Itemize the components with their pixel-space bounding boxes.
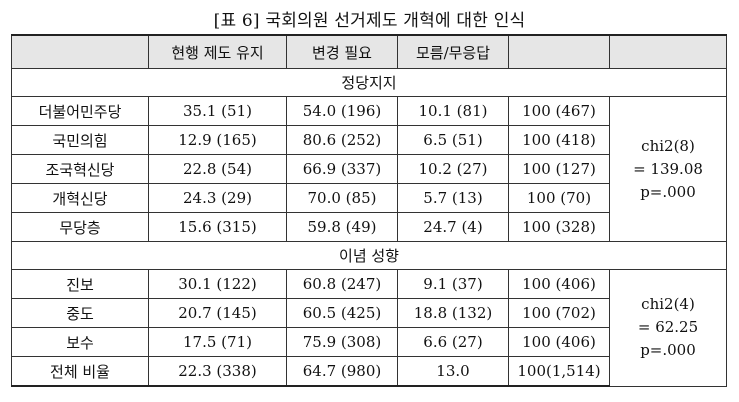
total-row: 전체 비율 22.3 (338) 64.7 (980) 13.0 100(1,5… xyxy=(11,356,727,387)
table-cell: 24.7 (4) xyxy=(397,212,509,242)
header-cell xyxy=(11,34,149,69)
table-cell: 70.0 (85) xyxy=(286,183,398,213)
stat-line: = 62.25 xyxy=(637,318,699,337)
row-label: 진보 xyxy=(11,269,149,299)
header-cell: 변경 필요 xyxy=(286,34,398,69)
table-cell: 60.5 (425) xyxy=(286,298,398,328)
survey-table: 현행 제도 유지 변경 필요 모름/무응답 정당지지 더불어민주당 35.1 (… xyxy=(11,34,727,387)
table-cell: 100 (406) xyxy=(508,327,610,357)
table-cell: 66.9 (337) xyxy=(286,154,398,184)
table-row: 개혁신당 24.3 (29) 70.0 (85) 5.7 (13) 100 (7… xyxy=(11,183,727,213)
table-title: [표 6] 국회의원 선거제도 개혁에 대한 인식 xyxy=(213,11,526,31)
header-cell: 모름/무응답 xyxy=(397,34,509,69)
table-cell: 64.7 (980) xyxy=(286,356,398,387)
table-cell: 80.6 (252) xyxy=(286,125,398,155)
stat-cell: chi2(8) = 139.08 p=.000 xyxy=(609,96,727,242)
table-cell: 22.3 (338) xyxy=(148,356,287,387)
table-row: 진보 30.1 (122) 60.8 (247) 9.1 (37) 100 (4… xyxy=(11,269,727,387)
table-cell: 20.7 (145) xyxy=(148,298,287,328)
header-row: 현행 제도 유지 변경 필요 모름/무응답 xyxy=(11,34,727,69)
row-label: 국민의힘 xyxy=(11,125,149,155)
table-cell: 18.8 (132) xyxy=(397,298,509,328)
table-row: 무당층 15.6 (315) 59.8 (49) 24.7 (4) 100 (3… xyxy=(11,212,727,242)
table-cell: 100 (328) xyxy=(508,212,610,242)
stat-line: chi2(8) xyxy=(641,136,695,155)
row-label: 무당층 xyxy=(11,212,149,242)
header-cell xyxy=(508,34,610,69)
table-cell: 100 (702) xyxy=(508,298,610,328)
table-cell: 59.8 (49) xyxy=(286,212,398,242)
stat-line: = 139.08 xyxy=(633,159,703,178)
stat-cell: chi2(4) = 62.25 p=.000 xyxy=(609,269,727,387)
table-cell: 100 (467) xyxy=(508,96,610,126)
header-cell xyxy=(609,34,727,69)
table-cell: 5.7 (13) xyxy=(397,183,509,213)
table-cell: 100 (406) xyxy=(508,269,610,299)
table-cell: 100 (418) xyxy=(508,125,610,155)
table-cell: 60.8 (247) xyxy=(286,269,398,299)
table-cell: 22.8 (54) xyxy=(148,154,287,184)
table-row: 더불어민주당 35.1 (51) 54.0 (196) 10.1 (81) 10… xyxy=(11,96,727,242)
table-row: 보수 17.5 (71) 75.9 (308) 6.6 (27) 100 (40… xyxy=(11,327,727,357)
table-cell: 6.5 (51) xyxy=(397,125,509,155)
row-label: 개혁신당 xyxy=(11,183,149,213)
row-label: 더불어민주당 xyxy=(11,96,149,126)
stat-line: chi2(4) xyxy=(641,295,695,314)
row-label: 조국혁신당 xyxy=(11,154,149,184)
table-row: 국민의힘 12.9 (165) 80.6 (252) 6.5 (51) 100 … xyxy=(11,125,727,155)
table-row: 조국혁신당 22.8 (54) 66.9 (337) 10.2 (27) 100… xyxy=(11,154,727,184)
row-label: 중도 xyxy=(11,298,149,328)
table-cell: 9.1 (37) xyxy=(397,269,509,299)
group-label: 이념 성향 xyxy=(11,241,727,270)
table-cell: 15.6 (315) xyxy=(148,212,287,242)
table-cell: 100 (70) xyxy=(508,183,610,213)
table-cell: 24.3 (29) xyxy=(148,183,287,213)
table-cell: 6.6 (27) xyxy=(397,327,509,357)
table-cell: 100 (127) xyxy=(508,154,610,184)
group-header-row: 이념 성향 xyxy=(11,241,727,270)
row-label: 보수 xyxy=(11,327,149,357)
table-cell: 100(1,514) xyxy=(508,356,610,387)
table-cell: 35.1 (51) xyxy=(148,96,287,126)
row-label: 전체 비율 xyxy=(11,356,149,387)
table-cell: 10.1 (81) xyxy=(397,96,509,126)
table-cell: 10.2 (27) xyxy=(397,154,509,184)
table-cell: 75.9 (308) xyxy=(286,327,398,357)
group-header-row: 정당지지 xyxy=(11,68,727,97)
table-cell: 17.5 (71) xyxy=(148,327,287,357)
table-cell: 13.0 xyxy=(397,356,509,387)
stat-line: p=.000 xyxy=(640,341,696,360)
table-cell: 30.1 (122) xyxy=(148,269,287,299)
table-row: 중도 20.7 (145) 60.5 (425) 18.8 (132) 100 … xyxy=(11,298,727,328)
table-cell: 12.9 (165) xyxy=(148,125,287,155)
header-cell: 현행 제도 유지 xyxy=(148,34,287,69)
group-label: 정당지지 xyxy=(11,68,727,97)
stat-line: p=.000 xyxy=(640,182,696,201)
table-cell: 54.0 (196) xyxy=(286,96,398,126)
